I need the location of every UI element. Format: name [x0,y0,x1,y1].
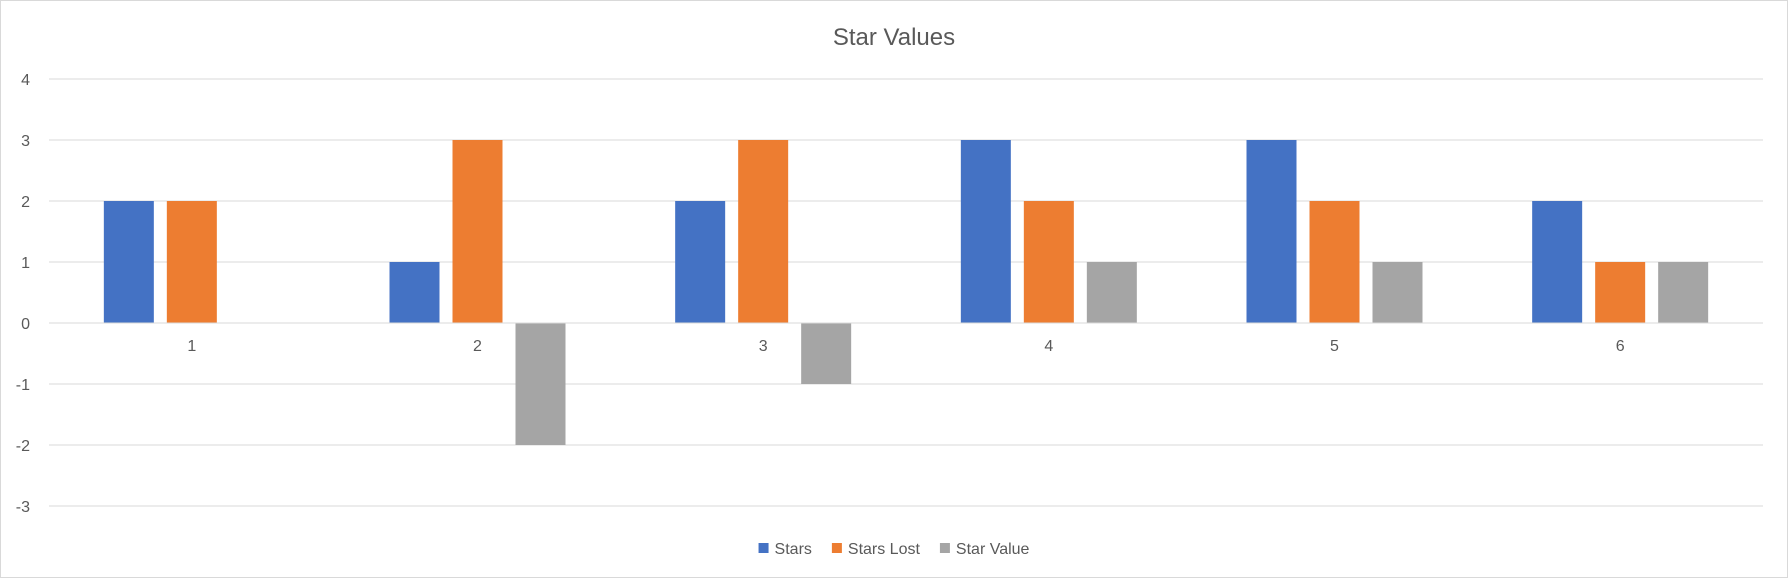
gridlines [49,78,1763,507]
x-axis-tick-labels: 1 2 3 4 5 6 [187,338,1624,355]
x-tick-label: 1 [187,338,196,355]
x-tick-label: 2 [473,338,482,355]
legend-label: Star Value [956,541,1030,558]
bar-stars [675,201,726,323]
y-tick-label: 4 [21,72,30,89]
legend-swatch [831,543,842,553]
bars [103,140,1709,445]
bar-stars [103,201,154,323]
y-tick-label: -1 [16,377,30,394]
y-tick-label: 3 [21,133,30,150]
x-tick-label: 5 [1330,338,1339,355]
bar-stars [960,140,1011,323]
legend-item: Stars [758,541,812,558]
legend: Stars Stars Lost Star Value [758,541,1030,558]
legend-label: Stars Lost [848,541,921,558]
x-tick-label: 3 [759,338,768,355]
y-tick-label: -2 [16,438,30,455]
y-axis-tick-labels: -3 -2 -1 0 1 2 3 4 [16,72,30,516]
y-tick-label: 0 [21,316,30,333]
bar-star-value [801,323,852,384]
legend-swatch [758,543,769,553]
legend-item: Star Value [939,541,1030,558]
bar-star-value [1086,262,1137,323]
bar-stars-lost [1595,262,1646,323]
y-tick-label: -3 [16,499,30,516]
x-tick-label: 4 [1044,338,1053,355]
legend-item: Stars Lost [831,541,921,558]
chart-title: Star Values [833,24,955,51]
y-tick-label: 2 [21,194,30,211]
bar-stars-lost [166,201,217,323]
bar-star-value [1658,262,1709,323]
bar-stars [1532,201,1583,323]
bar-stars [389,262,440,323]
bar-stars [1246,140,1297,323]
bar-stars-lost [1309,201,1360,323]
bar-stars-lost [738,140,789,323]
bar-star-value [1372,262,1423,323]
legend-label: Stars [775,541,812,558]
y-tick-label: 1 [21,255,30,272]
x-tick-label: 6 [1616,338,1625,355]
legend-swatch [939,543,950,553]
bar-star-value [515,323,566,445]
bar-stars-lost [452,140,503,323]
bar-stars-lost [1023,201,1074,323]
